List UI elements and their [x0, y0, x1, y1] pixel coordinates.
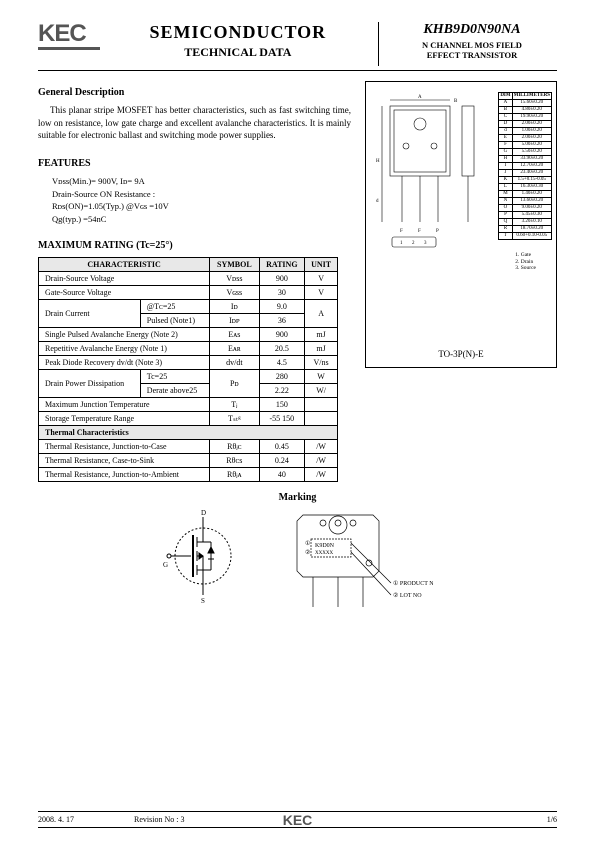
logo: KEC — [38, 22, 106, 50]
marking-heading: Marking — [38, 492, 557, 503]
general-text: This planar stripe MOSFET has better cha… — [38, 104, 351, 142]
svg-text:XXXXX: XXXXX — [315, 551, 333, 556]
marking-diagrams: D S G — [38, 507, 557, 617]
dimension-table: DIMMILLIMETERS A15.60±0.20 B4.80±0.20 C1… — [498, 92, 552, 240]
package-label: TO-3P(N)-E — [366, 349, 556, 359]
footer-rev: Revision No : 3 — [134, 815, 184, 824]
svg-text:1: 1 — [400, 241, 403, 246]
svg-text:3: 3 — [424, 241, 427, 246]
features-list: Vᴅss(Min.)= 900V, Iᴅ= 9A Drain-Source ON… — [38, 175, 351, 226]
maxrating-heading: MAXIMUM RATING (Tc=25°) — [38, 240, 351, 251]
features-heading: FEATURES — [38, 158, 351, 169]
svg-text:F: F — [400, 229, 403, 234]
svg-text:D: D — [201, 509, 206, 517]
package-outline: A H F F P d B 1 2 3 DIMMILLIMETERS A15.6… — [365, 81, 557, 368]
footer-page: 1/6 — [547, 815, 557, 824]
doc-title: SEMICONDUCTOR — [106, 22, 370, 43]
svg-text:P: P — [436, 229, 439, 234]
part-desc: N CHANNEL MOS FIELD EFFECT TRANSISTOR — [387, 40, 557, 60]
svg-text:B: B — [454, 99, 458, 104]
header-divider — [378, 22, 379, 66]
svg-text:② LOT NO: ② LOT NO — [393, 592, 422, 599]
svg-text:d: d — [376, 199, 379, 204]
svg-text:S: S — [201, 597, 205, 605]
svg-text:①: ① — [305, 540, 310, 547]
svg-text:G: G — [163, 561, 168, 569]
svg-text:A: A — [418, 95, 422, 100]
general-heading: General Description — [38, 87, 351, 98]
svg-text:① PRODUCT NAME: ① PRODUCT NAME — [393, 580, 433, 587]
package-drawing: A H F F P d B 1 2 3 — [372, 92, 487, 252]
mosfet-symbol: D S G — [163, 507, 243, 607]
svg-text:H: H — [376, 159, 380, 164]
rating-table: CHARACTERISTIC SYMBOL RATING UNIT Drain-… — [38, 257, 338, 482]
doc-subtitle: TECHNICAL DATA — [106, 45, 370, 60]
svg-text:F: F — [418, 229, 421, 234]
marking-package: K9D0N XXXXX ① PRODUCT NAME ② LOT NO ① ② — [283, 507, 433, 617]
pin-notes: 1. Gate 2. Drain 3. Source — [515, 252, 536, 272]
part-number: KHB9D0N90NA — [387, 22, 557, 38]
svg-text:K9D0N: K9D0N — [315, 543, 335, 549]
page-footer: 2008. 4. 17 Revision No : 3 KEC 1/6 — [38, 811, 557, 828]
footer-date: 2008. 4. 17 — [38, 815, 74, 824]
svg-text:2: 2 — [412, 241, 415, 246]
footer-logo: KEC — [283, 812, 313, 828]
svg-text:②: ② — [305, 549, 310, 556]
